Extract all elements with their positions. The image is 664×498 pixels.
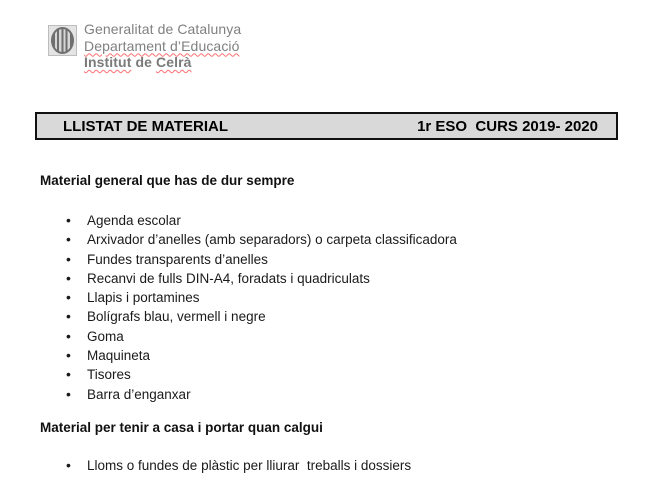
- list-item: Tisores: [40, 365, 620, 385]
- list-item: Fundes transparents d’anelles: [40, 250, 620, 270]
- senyera-stripes-icon: [51, 27, 74, 54]
- document-body: Material general que has de dur sempre A…: [40, 172, 620, 476]
- department-name: Departament d’Educació: [84, 37, 240, 54]
- material-list: Lloms o fundes de plàstic per lliurar tr…: [40, 456, 620, 476]
- section-heading: Material per tenir a casa i portar quan …: [40, 419, 323, 435]
- list-item: Maquineta: [40, 346, 620, 366]
- school-name-word2: de: [131, 54, 156, 70]
- section-home-material: Material per tenir a casa i portar quan …: [40, 419, 620, 476]
- list-item: Recanvi de fulls DIN-A4, foradats i quad…: [40, 269, 620, 289]
- document-title: LLISTAT DE MATERIAL: [63, 117, 228, 135]
- letterhead: Generalitat de Catalunya Departament d’E…: [48, 21, 241, 71]
- course-year-label: 1r ESO CURS 2019- 2020: [417, 117, 598, 135]
- list-item: Bolígrafs blau, vermell i negre: [40, 307, 620, 327]
- list-item: Barra d’enganxar: [40, 385, 620, 405]
- list-item: Lloms o fundes de plàstic per lliurar tr…: [40, 456, 620, 476]
- school-name: Institut de Celrà: [84, 54, 241, 71]
- list-item: Llapis i portamines: [40, 288, 620, 308]
- list-item: Arxivador d’anelles (amb separadors) o c…: [40, 230, 620, 250]
- list-item: Goma: [40, 327, 620, 347]
- list-item: Agenda escolar: [40, 211, 620, 231]
- org-name: Generalitat de Catalunya: [84, 21, 242, 37]
- title-bar: LLISTAT DE MATERIAL 1r ESO CURS 2019- 20…: [35, 112, 618, 140]
- section-general-material: Material general que has de dur sempre A…: [40, 172, 620, 404]
- generalitat-logo-icon: [48, 25, 77, 56]
- school-name-word1: Institut: [84, 54, 132, 70]
- section-heading: Material general que has de dur sempre: [40, 173, 295, 188]
- letterhead-text: Generalitat de Catalunya Departament d’E…: [84, 21, 241, 71]
- school-name-word3: Celrà: [156, 54, 192, 70]
- material-list: Agenda escolar Arxivador d’anelles (amb …: [40, 211, 620, 404]
